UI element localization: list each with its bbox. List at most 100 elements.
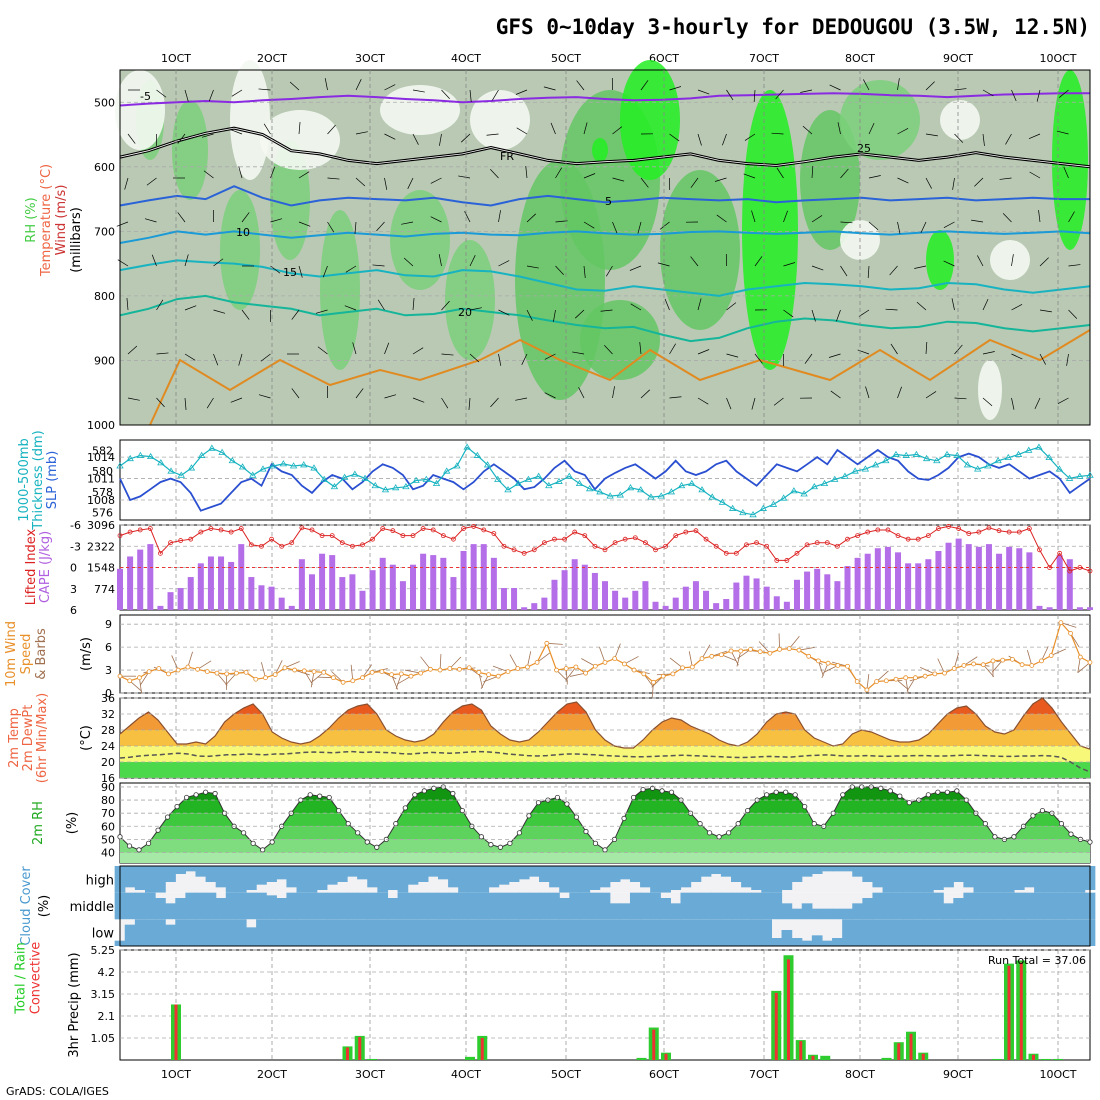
rh-marker bbox=[583, 828, 589, 835]
thickness-marker bbox=[943, 450, 951, 457]
cape-bar bbox=[511, 588, 518, 610]
cloud-cell-middle bbox=[326, 892, 338, 920]
cape-bar bbox=[430, 555, 437, 610]
rh-unit: (%) bbox=[65, 812, 80, 835]
wind-speed-marker bbox=[757, 649, 763, 655]
wind-speed-marker bbox=[437, 667, 443, 673]
wind-barb bbox=[1056, 130, 1069, 135]
cloud-cell-middle bbox=[235, 892, 247, 920]
cloud-cell-middle bbox=[478, 892, 490, 920]
isotherm-4 bbox=[119, 259, 1091, 297]
cloud-cell-low bbox=[832, 938, 843, 946]
wind-ylabel-line-1: Speed bbox=[19, 634, 34, 675]
li-marker bbox=[117, 533, 123, 539]
panel-wind10m-frame bbox=[119, 614, 1091, 694]
wind-barb bbox=[640, 80, 649, 91]
thickness-marker bbox=[1086, 471, 1094, 478]
precip-tick-0: 1.05 bbox=[91, 1032, 116, 1045]
rh-marker bbox=[355, 830, 361, 836]
cloud-layer-label-2: low bbox=[92, 927, 115, 942]
cloud-cell-middle bbox=[1003, 892, 1015, 920]
wind-barb-10m bbox=[310, 671, 315, 688]
cloud-cell-middle bbox=[468, 892, 479, 920]
wind-barb-10m bbox=[225, 672, 237, 686]
thickness-marker bbox=[443, 467, 451, 474]
wind-speed-marker bbox=[534, 660, 540, 665]
cloud-cell-low bbox=[943, 919, 954, 946]
cloud-cell-low bbox=[357, 919, 368, 946]
thickness-marker bbox=[157, 459, 165, 466]
li-marker bbox=[461, 526, 466, 531]
cloud-cell-middle bbox=[943, 903, 954, 920]
rh-marker bbox=[944, 789, 950, 795]
li-marker bbox=[339, 540, 345, 546]
wind-speed-marker bbox=[777, 647, 782, 652]
wind-barb-10m bbox=[982, 664, 995, 678]
cloud-cell-high bbox=[660, 866, 671, 893]
wind-barb bbox=[1058, 89, 1069, 98]
contour-label-0: -5 bbox=[140, 90, 151, 103]
cloud-cell-high bbox=[852, 866, 863, 877]
wind-barb bbox=[469, 255, 476, 267]
cloud-cell-low bbox=[619, 919, 631, 946]
cloud-cell-low bbox=[124, 924, 136, 946]
thickness-marker bbox=[790, 487, 798, 494]
cape-bar bbox=[440, 557, 447, 610]
li-marker bbox=[905, 536, 911, 542]
date-bottom-3: 4OCT bbox=[451, 1068, 481, 1081]
wind-speed-marker bbox=[466, 665, 472, 671]
cloud-cell-middle bbox=[407, 892, 419, 920]
wind-barb bbox=[515, 89, 528, 95]
cloud-cell-middle bbox=[680, 892, 692, 920]
wind-speed-marker bbox=[369, 669, 375, 675]
cloud-cell-middle bbox=[811, 908, 823, 920]
cloud-cell-high bbox=[933, 866, 944, 890]
li-marker bbox=[481, 527, 487, 533]
pressure-tick-0: 500 bbox=[94, 96, 115, 109]
rh-dry-8 bbox=[978, 360, 1002, 420]
cape-bar bbox=[935, 550, 942, 610]
cloud-cell-low bbox=[589, 919, 601, 946]
li-marker bbox=[683, 529, 689, 535]
cape-bar bbox=[804, 571, 811, 610]
precip-total-bar bbox=[820, 1055, 831, 1060]
cape-bar bbox=[551, 579, 558, 610]
wind-tick-1: 3 bbox=[105, 664, 112, 677]
wind-barb-10m bbox=[721, 654, 737, 662]
cloud-cell-low bbox=[1013, 919, 1025, 946]
wind-speed-marker bbox=[301, 668, 307, 674]
thickness-marker bbox=[1035, 443, 1043, 450]
wind-barb-10m bbox=[895, 678, 909, 690]
rh-marker bbox=[507, 840, 513, 846]
slp-thickness-ylabel-line-2: SLP (mb) bbox=[45, 451, 60, 510]
li-marker bbox=[1057, 550, 1063, 556]
cloud-cell-middle bbox=[609, 903, 621, 920]
cloud-cell-middle bbox=[124, 892, 136, 920]
precip-total-bar bbox=[1040, 1058, 1051, 1060]
cape-bar bbox=[955, 538, 962, 610]
cloud-cell-middle bbox=[397, 892, 409, 920]
rh-marker bbox=[145, 840, 152, 846]
thickness-marker bbox=[575, 479, 584, 487]
wind-barb bbox=[525, 166, 528, 179]
wind-barb bbox=[640, 177, 649, 188]
cloud-cell-low bbox=[215, 919, 227, 946]
cloud-cell-middle bbox=[902, 892, 914, 920]
wind-speed-marker bbox=[573, 664, 579, 670]
cape-bar bbox=[1076, 607, 1083, 610]
li-marker bbox=[329, 533, 335, 539]
cloud-cell-high bbox=[215, 866, 227, 888]
cloud-cell-middle bbox=[498, 892, 510, 920]
cloud-cell-high bbox=[1074, 866, 1086, 893]
rh-marker bbox=[925, 792, 931, 798]
cape-bar bbox=[985, 544, 992, 610]
li-marker bbox=[602, 547, 608, 553]
rh-blob-15 bbox=[1052, 70, 1088, 250]
wind-barb bbox=[184, 89, 189, 102]
li-marker bbox=[259, 543, 264, 549]
thickness-marker bbox=[371, 481, 379, 489]
wind-barb bbox=[840, 265, 848, 277]
li-marker bbox=[349, 543, 355, 549]
cape-bar bbox=[753, 578, 760, 610]
wind-barb bbox=[384, 394, 397, 399]
